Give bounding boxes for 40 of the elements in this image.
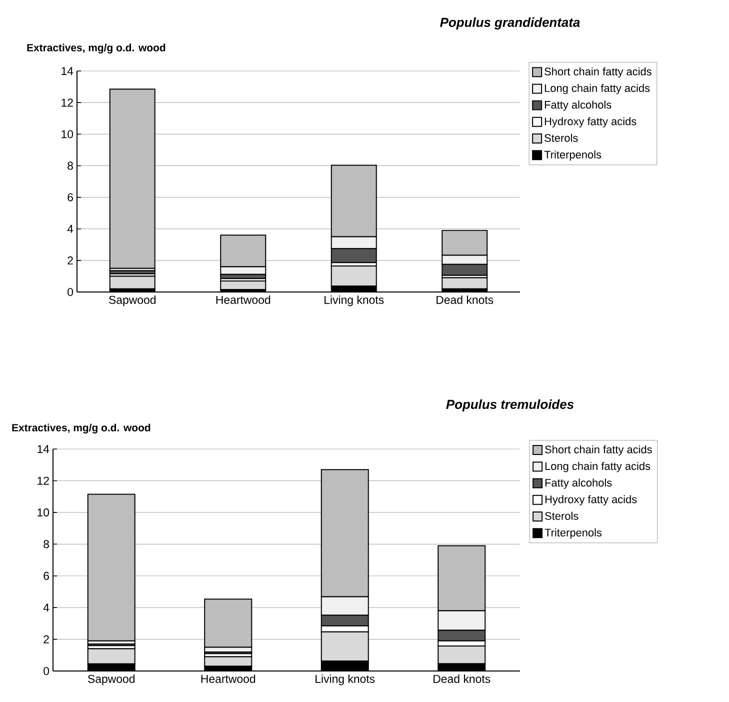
y-tick-label: 10 [62, 130, 74, 138]
y-tick-label: 10 [38, 508, 50, 516]
y-tick-label: 2 [44, 635, 49, 644]
x-tick-label: Living knots [316, 674, 375, 686]
y-axis-title: Extractives, mg/g o.d. wood [12, 424, 150, 434]
legend-label: Sterols [544, 134, 578, 142]
legend-label: Triterpenols [544, 150, 602, 161]
legend-label: Long chain fatty acids [545, 462, 650, 472]
y-tick-label: 4 [67, 224, 74, 233]
chart-title: Populus tremuloides [446, 399, 574, 412]
legend-label: Short chain fatty acids [544, 67, 652, 78]
x-tick-label: Dead knots [434, 674, 490, 683]
x-tick-label: Sapwood [109, 296, 156, 306]
legend-label: Short chain fatty acids [545, 445, 652, 456]
x-tick-label: Sapwood [88, 674, 135, 686]
y-tick-label: 2 [68, 256, 73, 264]
x-tick-label: Heartwood [216, 296, 270, 304]
x-tick-label: Living knots [324, 296, 384, 306]
y-axis-title: Extractives, mg/g o.d. wood [27, 44, 166, 54]
x-tick-label: Dead knots [436, 296, 494, 304]
legend-label: Fatty alcohols [544, 100, 612, 111]
y-tick-label: 4 [43, 604, 50, 612]
y-tick-label: 14 [62, 67, 74, 75]
y-tick-label: 8 [68, 162, 73, 170]
legend-label: Long chain fatty acids [544, 84, 650, 94]
y-tick-label: 12 [62, 98, 73, 107]
legend-label: Sterols [545, 512, 578, 520]
y-tick-label: 0 [68, 288, 74, 296]
legend-label: Hydroxy fatty acids [545, 495, 637, 506]
legend-label: Triterpenols [544, 528, 602, 539]
y-tick-label: 8 [44, 540, 49, 548]
y-tick-label: 14 [38, 445, 50, 453]
y-tick-label: 0 [44, 666, 50, 676]
y-tick-label: 6 [44, 572, 49, 580]
y-tick-label: 12 [38, 476, 49, 485]
y-tick-label: 6 [68, 193, 73, 202]
legend-label: Hydroxy fatty acids [544, 117, 636, 128]
legend-label: Fatty alcohols [545, 478, 612, 489]
chart-title: Populus grandidentata [440, 17, 580, 30]
x-tick-label: Heartwood [201, 674, 256, 683]
